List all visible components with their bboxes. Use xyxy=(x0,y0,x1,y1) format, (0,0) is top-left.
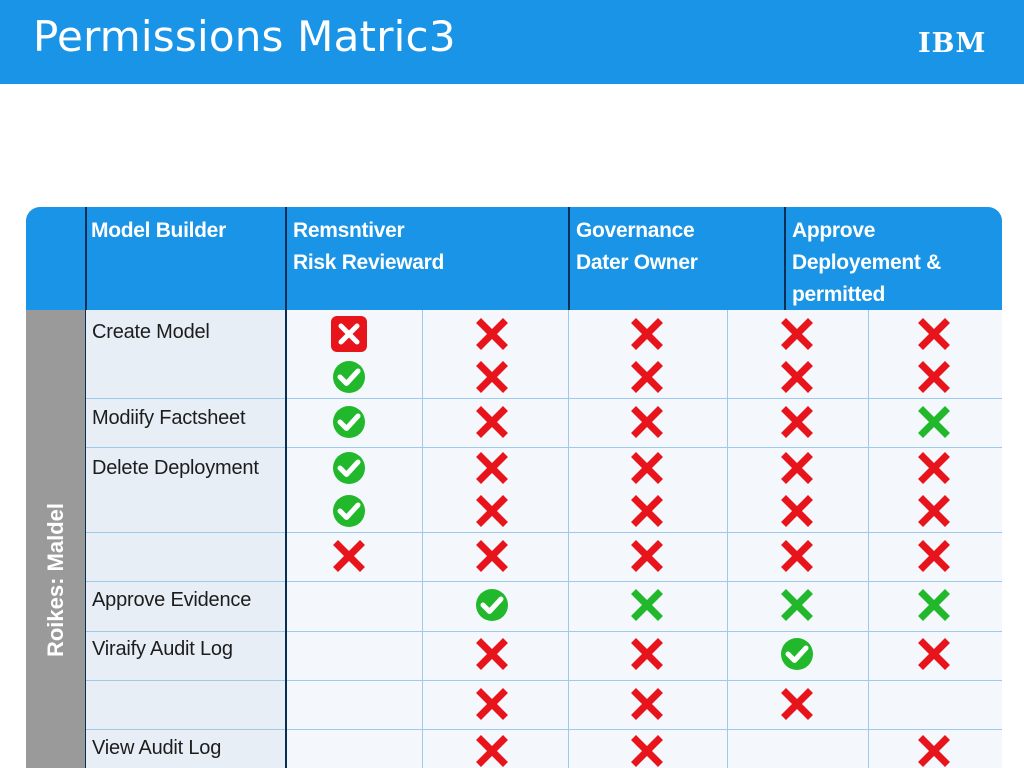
deny-x-icon-data-owner xyxy=(627,536,667,576)
deny-x-icon-data-owner xyxy=(627,314,667,354)
permission-grid xyxy=(286,310,1002,768)
deny-x-icon-risk-reviewer xyxy=(472,314,512,354)
page-title: Permissions Matric3 xyxy=(33,12,456,61)
deny-x-icon-data-owner xyxy=(627,402,667,442)
deny-x-icon-permitted xyxy=(914,634,954,674)
row-label-delete-deployment: Delete Deployment xyxy=(92,457,259,479)
deny-x-icon-data-owner xyxy=(627,357,667,397)
column-header-risk-reviewer: Remsntiver Risk Revieward xyxy=(293,219,445,274)
row-label-modify-factsheet: Modiify Factsheet xyxy=(92,407,246,429)
deny-x-icon-data-owner xyxy=(627,491,667,531)
deny-x-icon-permitted xyxy=(914,536,954,576)
side-role-label: Roikes: Maldel xyxy=(43,502,68,658)
row-label-approve-evidence: Approve Evidence xyxy=(92,589,252,611)
column-header-approver: Approve Deployement & permitted xyxy=(792,219,941,306)
deny-x-icon-approver xyxy=(777,448,817,488)
column-header-data-owner: Governance Dater Owner xyxy=(576,219,698,274)
deny-x-icon-approver xyxy=(777,402,817,442)
check-circle-icon-model-builder xyxy=(329,357,369,397)
deny-x-icon-risk-reviewer xyxy=(472,357,512,397)
deny-x-icon-data-owner xyxy=(627,731,667,768)
allow-x-icon-approver xyxy=(777,585,817,625)
top-bar: Permissions Matric3 IBM xyxy=(0,0,1024,84)
row-label-view-audit-log: View Audit Log xyxy=(92,737,222,759)
deny-x-icon-risk-reviewer xyxy=(472,684,512,724)
deny-x-icon-permitted xyxy=(914,448,954,488)
deny-x-icon-model-builder xyxy=(329,536,369,576)
deny-x-icon-approver xyxy=(777,314,817,354)
check-circle-icon-approver xyxy=(777,634,817,674)
task-column xyxy=(86,310,286,768)
allow-x-icon-permitted xyxy=(914,402,954,442)
row-label-verify-audit-log: Viraify Audit Log xyxy=(92,638,233,660)
deny-x-icon-permitted xyxy=(914,731,954,768)
deny-x-icon-approver xyxy=(777,491,817,531)
matrix-header: Model Builder Remsntiver Risk Revieward … xyxy=(26,207,1002,310)
deny-x-icon-permitted xyxy=(914,314,954,354)
deny-x-icon-permitted xyxy=(914,491,954,531)
deny-badge-icon-model-builder xyxy=(329,314,369,354)
deny-x-icon-risk-reviewer xyxy=(472,536,512,576)
column-header-model-builder: Model Builder xyxy=(91,219,226,242)
deny-x-icon-risk-reviewer xyxy=(472,491,512,531)
deny-x-icon-risk-reviewer xyxy=(472,448,512,488)
check-circle-icon-model-builder xyxy=(329,448,369,488)
row-label-create-model: Create Model xyxy=(92,321,210,343)
check-circle-icon-model-builder xyxy=(329,402,369,442)
deny-x-icon-data-owner xyxy=(627,448,667,488)
deny-x-icon-permitted xyxy=(914,357,954,397)
ibm-logo: IBM xyxy=(918,28,987,59)
check-circle-icon-model-builder xyxy=(329,491,369,531)
deny-x-icon-approver xyxy=(777,684,817,724)
side-strip: Roikes: Maldel xyxy=(26,310,86,768)
deny-x-icon-data-owner xyxy=(627,684,667,724)
allow-x-icon-permitted xyxy=(914,585,954,625)
deny-x-icon-approver xyxy=(777,357,817,397)
deny-x-icon-risk-reviewer xyxy=(472,731,512,768)
deny-x-icon-risk-reviewer xyxy=(472,634,512,674)
deny-x-icon-data-owner xyxy=(627,634,667,674)
check-circle-icon-risk-reviewer xyxy=(472,585,512,625)
deny-x-icon-approver xyxy=(777,536,817,576)
permissions-matrix: Model Builder Remsntiver Risk Revieward … xyxy=(26,207,1002,768)
allow-x-icon-data-owner xyxy=(627,585,667,625)
deny-x-icon-risk-reviewer xyxy=(472,402,512,442)
